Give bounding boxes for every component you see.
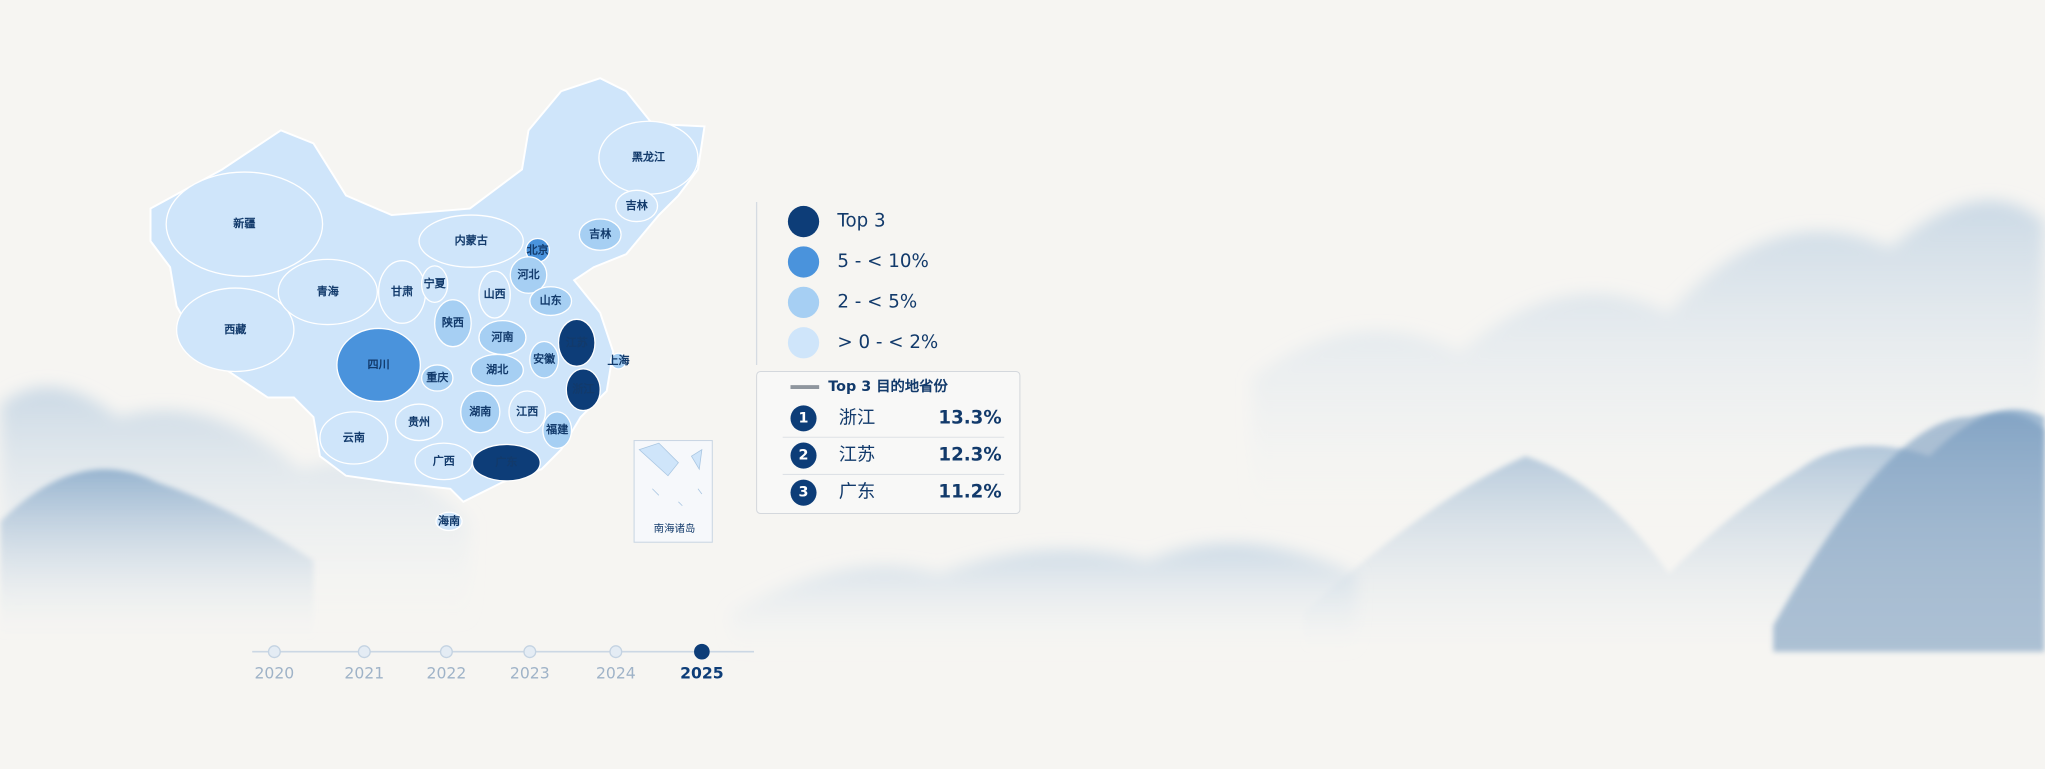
province-shape — [418, 214, 524, 268]
legend-swatch — [787, 286, 820, 319]
province-label: 江西 — [516, 404, 538, 418]
rank-badge — [790, 405, 817, 432]
timeline-year[interactable]: 2022 — [427, 663, 467, 682]
timeline-dot[interactable] — [439, 645, 453, 659]
province-shape — [434, 299, 472, 348]
province-label: 四川 — [368, 358, 390, 371]
mountains — [0, 200, 2045, 652]
table-title: Top 3 目的地省份 — [828, 377, 948, 395]
legend-label: > 0 - < 2% — [837, 332, 938, 353]
inset-islands — [638, 442, 703, 506]
province-shape — [508, 390, 547, 434]
province-label: 内蒙古 — [455, 233, 488, 247]
legend-swatch — [787, 246, 820, 278]
province-label: 湖北 — [486, 362, 508, 376]
province-shape — [165, 171, 324, 277]
rank-number: 3 — [799, 485, 809, 501]
table-box — [756, 370, 1021, 515]
province-shape — [470, 353, 524, 387]
province-shape — [277, 258, 378, 326]
timeline-year[interactable]: 2023 — [510, 663, 550, 682]
province-name: 广东 — [839, 482, 875, 503]
timeline-year[interactable]: 2021 — [344, 663, 384, 682]
province-shape — [529, 286, 573, 317]
province-label: 上海 — [607, 353, 629, 367]
province-label: 浙江 — [572, 382, 594, 396]
rank-number: 2 — [799, 448, 809, 464]
top3-table: Top 3 目的地省份 1 浙江 13.3% 2 江苏 12.3% 3 广东 11.2% — [756, 370, 1021, 515]
province-label: 西藏 — [224, 322, 246, 336]
province-shape — [471, 443, 541, 482]
province-label: 贵州 — [408, 414, 430, 428]
legend-label: 5 - < 10% — [837, 251, 928, 272]
province-shape — [557, 318, 596, 367]
timeline-year[interactable]: 2020 — [254, 663, 294, 682]
province-name: 浙江 — [839, 407, 875, 428]
share: 12.3% — [938, 445, 1001, 466]
timeline-dot[interactable] — [694, 643, 710, 660]
share: 11.2% — [938, 482, 1001, 503]
province-shape — [336, 327, 421, 403]
province-label: 吉林 — [589, 227, 612, 241]
timeline-year[interactable]: 2025 — [680, 663, 724, 682]
province-shape — [478, 270, 511, 319]
province-label: 吉林 — [626, 198, 649, 212]
province-shape — [420, 364, 454, 392]
timeline-dot[interactable] — [523, 645, 537, 659]
province-label: 青海 — [317, 284, 339, 298]
province-label: 山东 — [540, 293, 562, 307]
province-label: 黑龙江 — [632, 150, 665, 164]
province-shape — [615, 189, 659, 223]
province-label: 甘肃 — [391, 284, 413, 298]
inset-label: 南海诸岛 — [654, 522, 696, 535]
province-shape — [565, 368, 601, 412]
province-label: 福建 — [545, 422, 569, 436]
timeline-dot[interactable] — [609, 645, 623, 659]
province-shape — [509, 256, 548, 294]
legend-label: Top 3 — [836, 211, 885, 232]
province-label: 河南 — [491, 330, 513, 344]
province-shape — [542, 411, 573, 450]
province-shape — [460, 390, 501, 434]
province-label: 海南 — [438, 513, 460, 527]
legend-swatch — [787, 327, 820, 359]
province-shape — [578, 218, 622, 251]
province-label: 广东 — [495, 455, 517, 469]
province-name: 江苏 — [839, 445, 875, 466]
rank-badge — [790, 479, 817, 506]
timeline-dot[interactable] — [267, 645, 281, 659]
legend-label: 2 - < 5% — [837, 291, 917, 312]
province-label: 宁夏 — [424, 276, 447, 290]
province-label: 山西 — [484, 287, 506, 301]
province-shape — [319, 411, 389, 465]
province-label: 广西 — [433, 453, 455, 467]
rank-badge — [790, 442, 817, 469]
province-label: 陕西 — [442, 315, 464, 329]
legend-swatch — [787, 205, 820, 238]
province-label: 新疆 — [233, 216, 255, 230]
province-label: 湖南 — [469, 404, 491, 418]
share: 13.3% — [938, 407, 1001, 428]
province-shape — [435, 511, 463, 532]
province-label: 北京 — [527, 242, 549, 256]
province-label: 重庆 — [426, 370, 449, 384]
province-label: 江苏 — [566, 335, 588, 349]
timeline-year[interactable]: 2024 — [596, 663, 636, 682]
timeline: 2020 2021 2022 2023 2024 2025 — [252, 643, 755, 682]
province-label: 河北 — [517, 267, 539, 281]
legend: Top 3 5 - < 10% 2 - < 5% > 0 - < 2% — [755, 202, 938, 365]
province-label: 安徽 — [533, 352, 556, 366]
province-label: 云南 — [343, 430, 365, 444]
province-shape — [420, 265, 449, 304]
province-shape — [609, 352, 627, 370]
timeline-dot[interactable] — [357, 645, 371, 659]
rank-number: 1 — [799, 410, 809, 426]
province-shape — [394, 403, 444, 442]
province-shape — [529, 340, 560, 379]
province-shape — [175, 287, 295, 373]
